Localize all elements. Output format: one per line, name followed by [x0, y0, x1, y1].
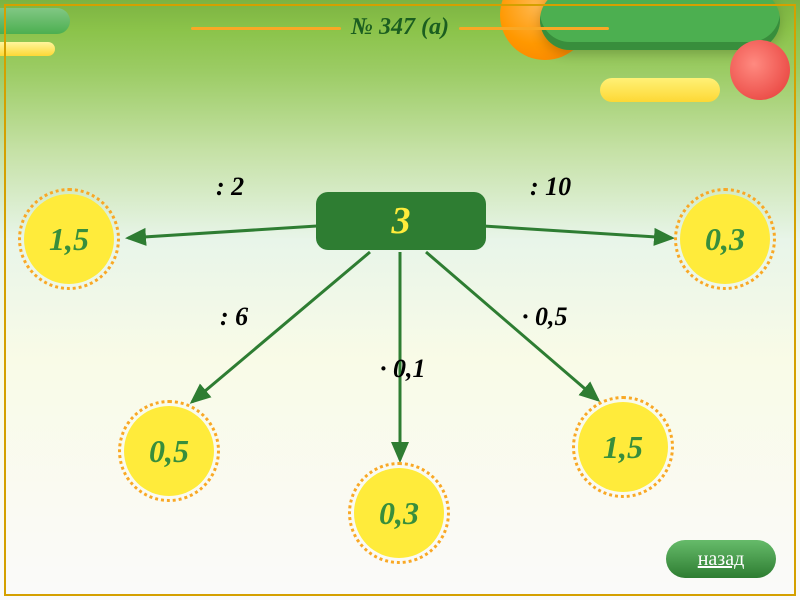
result-node: 1,5: [578, 402, 668, 492]
result-node: 0,3: [354, 468, 444, 558]
operation-label: · 0,5: [522, 302, 568, 332]
operation-label: : 6: [220, 302, 248, 332]
result-node: 0,5: [124, 406, 214, 496]
operation-label: : 10: [530, 172, 571, 202]
back-button[interactable]: назад: [666, 540, 776, 578]
title-rule: [459, 27, 609, 30]
result-node: 1,5: [24, 194, 114, 284]
back-button-label: назад: [698, 548, 745, 571]
center-node: 3: [316, 192, 486, 250]
result-node: 0,3: [680, 194, 770, 284]
page-title: № 347 (а): [0, 14, 800, 41]
diagram-area: 3 1,5 0,3 0,5 0,3 1,5 : 2 : 10 : 6 · 0,1 · 0,5: [0, 0, 800, 600]
title-text: № 347 (а): [351, 14, 449, 40]
operation-label: · 0,1: [380, 354, 426, 384]
operation-label: : 2: [216, 172, 244, 202]
title-rule: [191, 27, 341, 30]
